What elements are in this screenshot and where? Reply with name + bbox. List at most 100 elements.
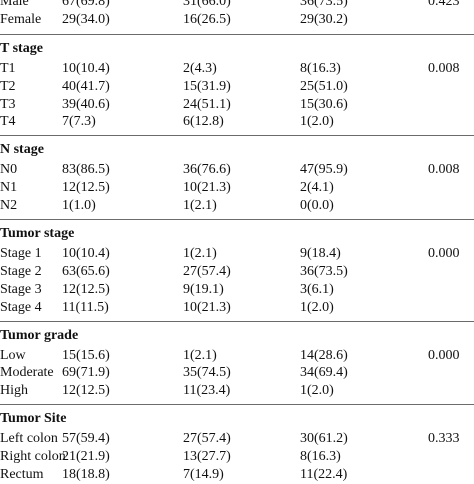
total-value: 15(15.6) xyxy=(62,347,110,363)
table-row: T2 40(41.7) 15(31.9) 25(51.0) xyxy=(0,78,474,96)
total-value: 7(7.3) xyxy=(62,114,96,130)
group2-value: 8(16.3) xyxy=(300,449,341,465)
row-label: Stage 4 xyxy=(0,299,42,315)
table-row: T4 7(7.3) 6(12.8) 1(2.0) xyxy=(0,113,474,131)
section-title: Tumor grade xyxy=(0,327,79,343)
table-row: Moderate 69(71.9) 35(74.5) 34(69.4) xyxy=(0,364,474,382)
group1-value: 6(12.8) xyxy=(183,114,224,130)
group2-value: 3(6.1) xyxy=(300,281,334,297)
row-label: N1 xyxy=(0,180,18,196)
section-title: N stage xyxy=(0,142,44,158)
row-label: Left colon xyxy=(0,431,58,447)
group1-value: 13(27.7) xyxy=(183,449,231,465)
p-value: 0.000 xyxy=(428,246,460,262)
section-header: Tumor grade xyxy=(0,320,474,345)
total-value: 67(69.8) xyxy=(62,0,110,9)
group1-value: 27(57.4) xyxy=(183,431,231,447)
section-header: Tumor Site xyxy=(0,404,474,428)
row-label: N2 xyxy=(0,198,18,214)
table-row: Low 15(15.6) 1(2.1) 14(28.6) 0.000 xyxy=(0,347,474,365)
total-value: 63(65.6) xyxy=(62,263,110,279)
group1-value: 27(57.4) xyxy=(183,263,231,279)
total-value: 12(12.5) xyxy=(62,180,110,196)
row-label: Female xyxy=(0,11,42,27)
group2-value: 0(0.0) xyxy=(300,198,334,214)
table-row: Female 29(34.0) 16(26.5) 29(30.2) xyxy=(0,11,474,29)
total-value: 57(59.4) xyxy=(62,431,110,447)
total-value: 10(10.4) xyxy=(62,60,110,76)
group1-value: 16(26.5) xyxy=(183,11,231,27)
group2-value: 11(22.4) xyxy=(300,467,348,483)
section-header: Tumor stage xyxy=(0,219,474,243)
table-row: N2 1(1.0) 1(2.1) 0(0.0) xyxy=(0,197,474,215)
group2-value: 2(4.1) xyxy=(300,180,334,196)
row-label: Rectum xyxy=(0,467,44,483)
total-value: 21(21.9) xyxy=(62,449,110,465)
group1-value: 36(76.6) xyxy=(183,162,231,178)
row-label: Stage 2 xyxy=(0,263,42,279)
group1-value: 9(19.1) xyxy=(183,281,224,297)
section-divider xyxy=(0,404,474,406)
table-row: Stage 1 10(10.4) 1(2.1) 9(18.4) 0.000 xyxy=(0,245,474,263)
table-row: Left colon 57(59.4) 27(57.4) 30(61.2) 0.333 xyxy=(0,430,474,448)
group1-value: 35(74.5) xyxy=(183,365,231,381)
row-label: Moderate xyxy=(0,365,54,381)
group1-value: 31(66.0) xyxy=(183,0,231,9)
section-divider xyxy=(0,135,474,137)
table-row: N1 12(12.5) 10(21.3) 2(4.1) xyxy=(0,179,474,197)
row-label: Low xyxy=(0,347,26,363)
p-value: 0.333 xyxy=(428,431,460,447)
p-value: 0.008 xyxy=(428,60,460,76)
group2-value: 34(69.4) xyxy=(300,365,348,381)
p-value: 0.423 xyxy=(428,0,460,9)
total-value: 83(86.5) xyxy=(62,162,110,178)
group1-value: 7(14.9) xyxy=(183,467,224,483)
total-value: 39(40.6) xyxy=(62,96,110,112)
group2-value: 25(51.0) xyxy=(300,78,348,94)
group1-value: 1(2.1) xyxy=(183,246,217,262)
p-value: 0.008 xyxy=(428,162,460,178)
group2-value: 9(18.4) xyxy=(300,246,341,262)
section-title: T stage xyxy=(0,40,43,56)
group2-value: 1(2.0) xyxy=(300,299,334,315)
table-row: Male 67(69.8) 31(66.0) 36(73.5) 0.423 xyxy=(0,0,474,11)
row-label: T4 xyxy=(0,114,16,130)
group1-value: 10(21.3) xyxy=(183,180,231,196)
row-label: Stage 3 xyxy=(0,281,42,297)
group1-value: 1(2.1) xyxy=(183,198,217,214)
table-row: Right colon 21(21.9) 13(27.7) 8(16.3) xyxy=(0,448,474,466)
row-label: High xyxy=(0,383,28,399)
row-label: T1 xyxy=(0,60,16,76)
group1-value: 1(2.1) xyxy=(183,347,217,363)
table-row: T3 39(40.6) 24(51.1) 15(30.6) xyxy=(0,96,474,114)
total-value: 12(12.5) xyxy=(62,281,110,297)
section-title: Tumor stage xyxy=(0,226,75,242)
section-divider xyxy=(0,33,474,35)
section-divider xyxy=(0,320,474,322)
row-label: Male xyxy=(0,0,29,9)
group2-value: 14(28.6) xyxy=(300,347,348,363)
section-title: Tumor Site xyxy=(0,411,67,427)
total-value: 18(18.8) xyxy=(62,467,110,483)
row-label: Right colon xyxy=(0,449,66,465)
table-row: Stage 4 11(11.5) 10(21.3) 1(2.0) xyxy=(0,299,474,317)
section-divider xyxy=(0,219,474,221)
p-value: 0.000 xyxy=(428,347,460,363)
total-value: 1(1.0) xyxy=(62,198,96,214)
table-row: T1 10(10.4) 2(4.3) 8(16.3) 0.008 xyxy=(0,60,474,78)
table-row: Stage 2 63(65.6) 27(57.4) 36(73.5) xyxy=(0,263,474,281)
total-value: 12(12.5) xyxy=(62,383,110,399)
group1-value: 24(51.1) xyxy=(183,96,231,112)
total-value: 69(71.9) xyxy=(62,365,110,381)
group2-value: 1(2.0) xyxy=(300,383,334,399)
total-value: 11(11.5) xyxy=(62,299,109,315)
group2-value: 8(16.3) xyxy=(300,60,341,76)
group2-value: 30(61.2) xyxy=(300,431,348,447)
total-value: 40(41.7) xyxy=(62,78,110,94)
row-label: Stage 1 xyxy=(0,246,42,262)
row-label: T3 xyxy=(0,96,16,112)
group2-value: 47(95.9) xyxy=(300,162,348,178)
table-row: Stage 3 12(12.5) 9(19.1) 3(6.1) xyxy=(0,281,474,299)
group2-value: 15(30.6) xyxy=(300,96,348,112)
